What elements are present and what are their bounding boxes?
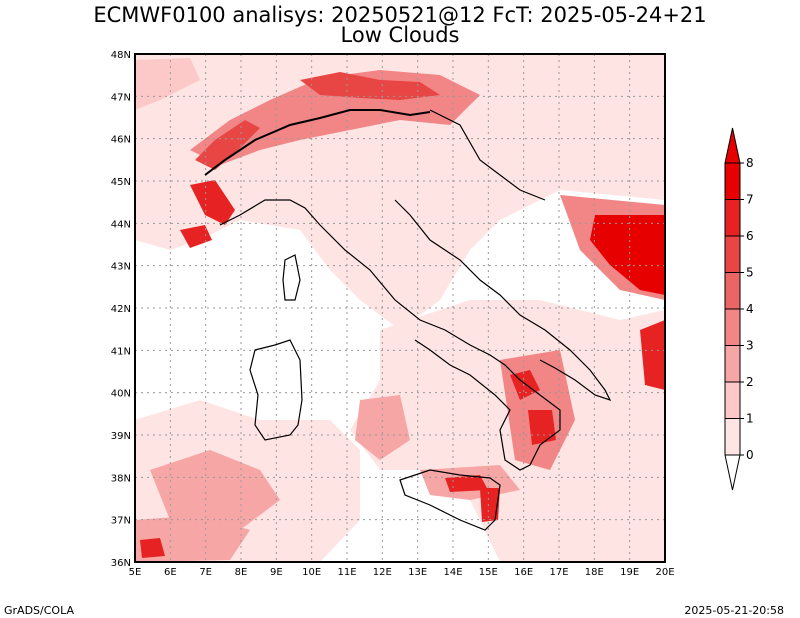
colorbar-under-triangle [724,454,741,491]
lat-tick-label: 37N [111,516,131,527]
lon-tick-label: 5E [129,567,142,578]
lon-tick-label: 19E [620,567,639,578]
lat-tick-label: 44N [111,219,131,230]
longitude-labels: 5E 6E 7E 8E 9E 10E 11E 12E 13E 14E 15E 16E 17E 18E 19E… [129,567,675,578]
lat-tick-label: 45N [111,177,131,188]
colorbar-segment [724,272,741,310]
lat-tick-label: 38N [111,473,131,484]
lat-tick-label: 43N [111,262,131,273]
colorbar-label: 0 [746,448,754,462]
corsica-coast [282,254,301,301]
cloud-patch [135,58,200,110]
cloud-patch [445,475,488,492]
lon-tick-label: 20E [655,567,674,578]
cloud-field [135,54,665,562]
chart-title: ECMWF0100 analisys: 20250521@12 FcT: 202… [93,3,707,27]
latitude-labels: 48N 47N 46N 45N 44N 43N 42N 41N 40N 39N 38N 37N 36N [111,50,131,569]
colorbar-label: 6 [746,229,754,243]
colorbar-label: 3 [746,339,754,353]
balkan-coast [429,109,546,201]
lat-tick-label: 40N [111,389,131,400]
colorbar-over-triangle [724,127,741,164]
cloud-band-alps [300,72,440,100]
colorbar-segment [724,381,741,419]
national-borders [204,109,431,176]
cloud-patch [135,515,250,562]
colorbar-label: 4 [746,302,754,316]
map-frame [134,53,666,563]
colorbar-segment [724,199,741,237]
cloud-band-maritime [190,180,235,225]
cloud-patch [180,225,212,248]
chart-subtitle: Low Clouds [340,23,460,47]
lon-tick-label: 15E [479,567,498,578]
colorbar-label: 8 [746,156,754,170]
lat-tick-label: 39N [111,431,131,442]
cloud-max-balkan [590,215,665,295]
lon-tick-label: 12E [373,567,392,578]
lon-tick-label: 13E [408,567,427,578]
sicily-coast [399,469,501,531]
colorbar-label: 5 [746,266,754,280]
colorbar-segment [724,308,741,346]
lon-tick-label: 6E [164,567,177,578]
lon-tick-label: 18E [585,567,604,578]
italy-east-coast [394,199,612,402]
lon-tick-label: 14E [443,567,462,578]
border-north [204,109,431,176]
colorbar-label: 7 [746,193,754,207]
colorbar-label: 2 [746,375,754,389]
footer-timestamp: 2025-05-21-20:58 [684,604,784,617]
coastlines [219,109,612,531]
lon-tick-label: 7E [199,567,212,578]
lat-tick-label: 42N [111,304,131,315]
cloud-max-balkan [640,320,665,390]
lat-tick-label: 36N [111,558,131,569]
lat-tick-label: 41N [111,346,131,357]
lon-tick-label: 11E [337,567,356,578]
lon-tick-label: 10E [302,567,321,578]
map-grid [135,54,665,562]
colorbar-segment [724,418,741,456]
lon-tick-label: 9E [270,567,283,578]
lat-tick-label: 46N [111,135,131,146]
colorbar-label: 1 [746,412,754,426]
cloud-patch [480,488,500,522]
footer-credit: GrADS/COLA [4,604,74,617]
lon-tick-label: 8E [235,567,248,578]
colorbar-segment [724,235,741,273]
colorbar: 0 1 2 3 4 5 6 7 8 [724,127,754,491]
colorbar-segment [724,345,741,383]
lon-tick-label: 16E [514,567,533,578]
cloud-patch [528,410,556,445]
colorbar-segment [724,162,741,200]
lat-tick-label: 47N [111,92,131,103]
cloud-patch [140,538,165,558]
lat-tick-label: 48N [111,50,131,61]
italy-west-coast [219,199,561,471]
cloud-band-alps [195,120,260,170]
lon-tick-label: 17E [549,567,568,578]
sardinia-coast [249,339,303,441]
cloud-patch [150,450,280,530]
